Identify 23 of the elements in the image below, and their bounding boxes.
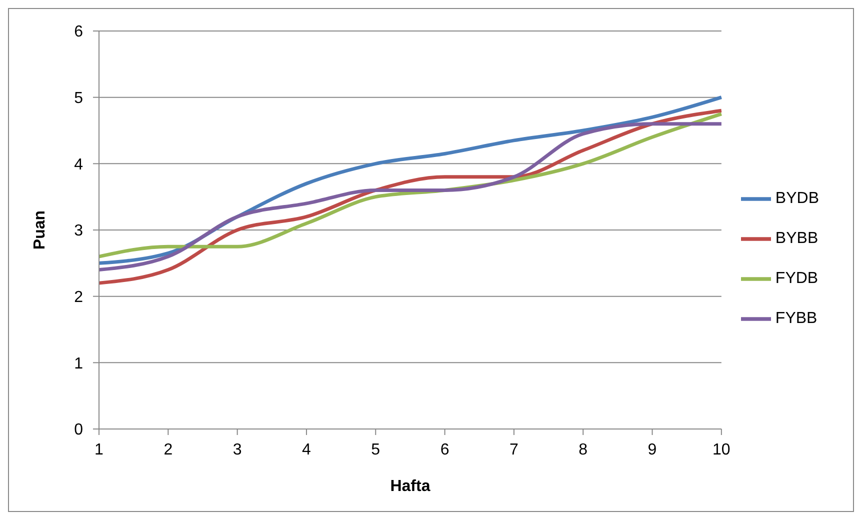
- y-tick-label: 1: [74, 355, 84, 372]
- y-tick-label: 0: [74, 422, 84, 439]
- x-tick-label: 5: [371, 441, 380, 458]
- x-tick-label: 4: [302, 441, 312, 458]
- y-tick-label: 4: [74, 156, 84, 174]
- legend-label: FYBB: [775, 310, 818, 327]
- y-tick-label: 3: [74, 222, 84, 240]
- x-tick-label: 3: [232, 441, 242, 458]
- x-tick-label: 1: [94, 441, 104, 458]
- x-tick-label: 7: [509, 441, 518, 458]
- x-tick-label: 6: [440, 441, 450, 458]
- x-axis-title: Hafta: [390, 478, 430, 495]
- y-axis-title: Puan: [32, 210, 49, 250]
- legend-label: BYDB: [775, 190, 819, 207]
- legend-label: BYBB: [775, 230, 818, 247]
- legend-label: FYDB: [775, 270, 818, 287]
- y-tick-label: 6: [74, 24, 84, 41]
- x-tick-label: 8: [578, 441, 588, 458]
- x-tick-label: 9: [648, 441, 657, 458]
- y-tick-label: 5: [74, 90, 84, 108]
- y-tick-label: 2: [74, 289, 84, 306]
- x-tick-label: 10: [712, 441, 730, 458]
- x-tick-label: 2: [164, 441, 173, 458]
